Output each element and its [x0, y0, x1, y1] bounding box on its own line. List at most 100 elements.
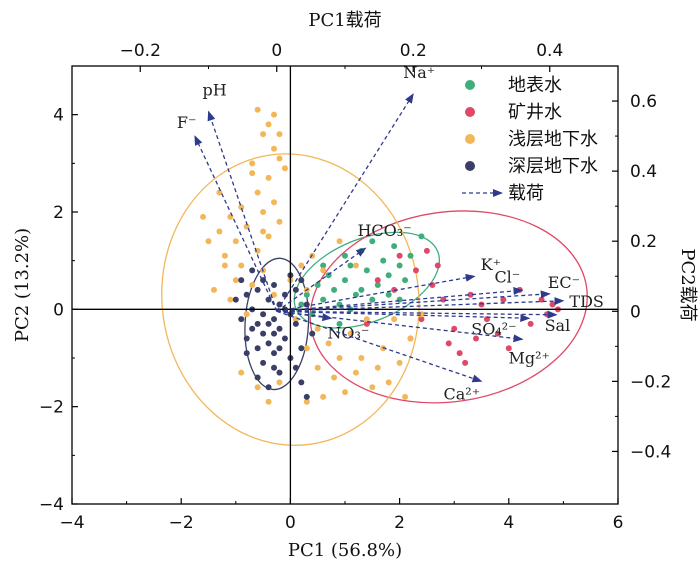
point-surface: [385, 272, 392, 279]
point-mine: [374, 277, 381, 284]
point-shallow: [336, 355, 343, 361]
point-shallow: [260, 209, 267, 215]
point-deep: [271, 364, 278, 371]
point-shallow: [232, 238, 239, 245]
point-deep: [249, 325, 256, 332]
x-tick-label: 4: [503, 513, 514, 533]
loading-arrow: [276, 297, 565, 312]
x-tick-label: −4: [59, 513, 84, 533]
point-shallow: [407, 335, 414, 342]
point-deep: [260, 330, 267, 337]
legend-label: 深层地下水: [508, 156, 598, 177]
point-mine: [467, 291, 474, 298]
y-tick-label: −4: [39, 495, 64, 515]
point-deep: [265, 340, 272, 347]
point-shallow: [254, 106, 261, 113]
point-deep: [238, 277, 245, 284]
y2-tick-label: 0.4: [630, 162, 657, 182]
y-tick-label: 2: [53, 203, 64, 223]
point-shallow: [260, 131, 267, 138]
point-shallow: [200, 213, 207, 220]
point-shallow: [271, 291, 278, 298]
point-deep: [243, 335, 250, 342]
point-deep: [276, 369, 283, 376]
point-shallow: [276, 218, 283, 225]
point-mine: [434, 262, 441, 269]
point-shallow: [271, 111, 278, 118]
loading-label: pH: [203, 81, 227, 100]
point-deep: [276, 301, 283, 308]
y-tick-label: −2: [39, 398, 64, 418]
point-shallow: [238, 262, 245, 269]
point-mine: [527, 320, 534, 327]
point-shallow: [265, 398, 272, 405]
point-mine: [462, 359, 469, 366]
point-shallow: [402, 393, 409, 400]
point-shallow: [265, 174, 272, 181]
point-shallow: [249, 282, 256, 288]
point-shallow: [276, 155, 283, 162]
zero-lines: [72, 66, 618, 504]
point-surface: [418, 233, 425, 240]
confidence-ellipses: [161, 153, 588, 446]
point-shallow: [205, 238, 212, 245]
x-tick-label: 0: [285, 513, 296, 533]
y-axis-title: PC2 (13.2%): [12, 228, 33, 342]
legend-label: 浅层地下水: [508, 129, 598, 150]
point-mine: [445, 340, 452, 347]
point-surface: [369, 296, 376, 303]
point-surface: [402, 277, 409, 284]
point-shallow: [325, 340, 332, 347]
point-deep: [260, 311, 267, 318]
point-deep: [271, 316, 278, 323]
point-deep: [309, 330, 316, 337]
point-deep: [265, 320, 272, 327]
point-surface: [347, 262, 354, 269]
point-shallow: [227, 213, 234, 220]
point-surface: [374, 282, 381, 288]
point-surface: [358, 286, 365, 293]
loading-label: Ca²⁺: [444, 384, 481, 403]
legend-marker-shallow: [465, 134, 475, 144]
point-shallow: [358, 355, 365, 361]
point-surface: [336, 320, 343, 327]
point-deep: [254, 320, 261, 327]
point-surface: [342, 252, 348, 259]
point-shallow: [331, 374, 338, 381]
point-shallow: [314, 325, 321, 332]
point-deep: [298, 379, 305, 386]
y2-tick-label: 0.6: [630, 92, 657, 112]
point-surface: [303, 291, 310, 298]
y2-tick-label: 0: [630, 302, 641, 322]
point-shallow: [320, 267, 327, 274]
point-deep: [276, 345, 283, 352]
point-shallow: [385, 379, 392, 386]
point-deep: [276, 325, 283, 332]
y2-tick-label: −0.4: [630, 442, 671, 462]
loading-label: SO₄²⁻: [471, 319, 516, 338]
legend-label: 矿井水: [508, 102, 562, 123]
point-deep: [243, 291, 250, 298]
point-shallow: [281, 165, 288, 172]
point-shallow: [369, 384, 376, 391]
point-deep: [271, 330, 278, 337]
point-shallow: [276, 131, 283, 138]
point-deep: [292, 364, 299, 371]
point-mine: [429, 282, 436, 288]
loading-arrow: [194, 135, 278, 312]
point-deep: [254, 374, 261, 381]
point-shallow: [265, 233, 272, 240]
y2-axis-title: PC2载荷: [677, 248, 698, 321]
point-surface: [407, 252, 414, 259]
point-deep: [292, 286, 299, 293]
point-surface: [352, 291, 359, 298]
y2-tick-label: 0.2: [630, 232, 657, 252]
point-mine: [500, 296, 507, 303]
loading-label: Sal: [545, 316, 571, 335]
series-shallow: [200, 106, 425, 405]
x2-tick-label: 0: [271, 41, 282, 61]
point-mine: [396, 252, 403, 259]
loading-arrow: [276, 290, 551, 312]
ellipse-mine: [309, 210, 588, 404]
point-shallow: [418, 311, 425, 318]
